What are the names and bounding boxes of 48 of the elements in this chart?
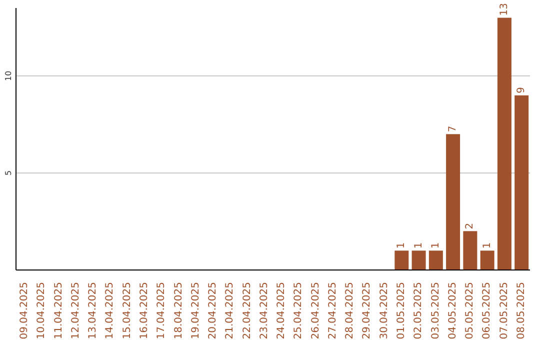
- x-tick-label: 28.04.2025: [344, 282, 356, 340]
- x-tick-label: 30.04.2025: [378, 282, 390, 340]
- bar: [497, 18, 512, 270]
- data-label: 7: [448, 126, 459, 132]
- bar: [463, 231, 478, 270]
- data-label: 1: [413, 242, 424, 249]
- x-tick-label: 02.05.2025: [413, 282, 424, 340]
- x-tick-label: 22.04.2025: [242, 282, 253, 340]
- x-tick-label: 23.04.2025: [258, 282, 270, 340]
- y-tick-label: 10: [4, 70, 13, 82]
- data-label: 2: [464, 222, 476, 230]
- x-tick-label: 09.04.2025: [19, 282, 30, 340]
- x-tick-label: 15.04.2025: [122, 282, 133, 340]
- x-tick-label: 18.04.2025: [173, 282, 184, 340]
- bar: [446, 134, 460, 270]
- x-tick-label: 27.04.2025: [327, 282, 338, 340]
- x-tick-label: 14.04.2025: [104, 282, 116, 340]
- x-tick-label: 01.05.2025: [396, 282, 407, 340]
- data-label: 9: [516, 86, 528, 94]
- x-tick-label: 26.04.2025: [310, 282, 322, 340]
- data-label: 1: [482, 242, 493, 249]
- bar: [514, 95, 529, 270]
- x-tick-label: 06.05.2025: [482, 282, 493, 340]
- x-tick-label: 10.04.2025: [36, 282, 48, 340]
- x-tick-label: 19.04.2025: [190, 282, 202, 340]
- x-tick-label: 17.04.2025: [156, 282, 168, 340]
- x-tick-label: 16.04.2025: [139, 282, 150, 340]
- x-tick-label: 07.05.2025: [498, 282, 510, 340]
- x-tick-label: 21.04.2025: [224, 282, 236, 340]
- x-tick-label: 04.05.2025: [447, 282, 458, 340]
- x-tick-label: 25.04.2025: [293, 282, 304, 340]
- data-label: 1: [396, 242, 408, 249]
- x-tick-label: 05.05.2025: [464, 282, 476, 340]
- data-label: 13: [498, 2, 510, 16]
- x-tick-label: 24.04.2025: [276, 282, 288, 340]
- bar: [480, 250, 494, 270]
- bar: [412, 250, 426, 270]
- x-tick-label: 20.04.2025: [208, 282, 219, 340]
- bar: [428, 250, 443, 270]
- x-tick-label: 29.04.2025: [362, 282, 373, 340]
- data-label: 1: [430, 242, 442, 249]
- bar: [394, 250, 409, 270]
- x-tick-label: 13.04.2025: [88, 282, 99, 340]
- x-tick-label: 03.05.2025: [430, 282, 442, 340]
- x-tick-label: 11.04.2025: [53, 282, 64, 340]
- y-tick-label: 5: [4, 170, 13, 176]
- x-tick-label: 08.05.2025: [516, 282, 527, 340]
- x-tick-label: 12.04.2025: [70, 282, 82, 340]
